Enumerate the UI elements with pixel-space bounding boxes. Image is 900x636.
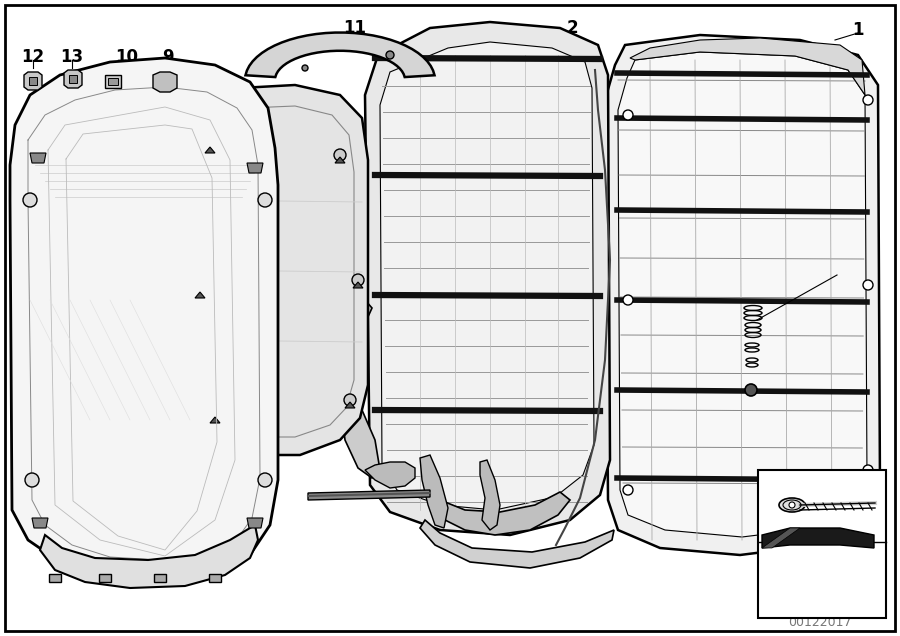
- Circle shape: [623, 110, 633, 120]
- Circle shape: [623, 485, 633, 495]
- Polygon shape: [353, 282, 363, 288]
- Ellipse shape: [779, 498, 805, 512]
- Polygon shape: [30, 153, 46, 163]
- Text: 13: 13: [60, 48, 84, 66]
- Bar: [209, 574, 221, 582]
- Text: 6: 6: [422, 501, 434, 519]
- Polygon shape: [195, 292, 205, 298]
- Polygon shape: [605, 35, 880, 555]
- Polygon shape: [153, 72, 177, 92]
- Text: 4: 4: [187, 568, 199, 586]
- Text: 5: 5: [193, 171, 203, 189]
- Polygon shape: [420, 520, 614, 568]
- Bar: [49, 574, 61, 582]
- Text: 10: 10: [115, 48, 139, 66]
- Polygon shape: [247, 163, 263, 173]
- Polygon shape: [420, 455, 448, 528]
- Text: 2: 2: [566, 19, 578, 37]
- Circle shape: [258, 473, 272, 487]
- Circle shape: [863, 280, 873, 290]
- Circle shape: [23, 193, 37, 207]
- Polygon shape: [24, 72, 42, 90]
- Circle shape: [863, 465, 873, 475]
- Polygon shape: [246, 32, 435, 77]
- Polygon shape: [762, 528, 874, 548]
- Circle shape: [789, 502, 795, 508]
- Text: 00122017: 00122017: [788, 616, 851, 628]
- Bar: [758, 470, 886, 618]
- Text: 9: 9: [162, 48, 174, 66]
- Polygon shape: [380, 42, 594, 510]
- Polygon shape: [247, 518, 263, 528]
- Polygon shape: [345, 402, 355, 408]
- Circle shape: [209, 409, 221, 421]
- Polygon shape: [64, 70, 82, 88]
- Polygon shape: [10, 58, 278, 578]
- Text: 7: 7: [866, 103, 878, 121]
- Circle shape: [352, 274, 364, 286]
- Text: 1: 1: [852, 21, 864, 39]
- Polygon shape: [618, 52, 867, 537]
- Polygon shape: [365, 462, 415, 488]
- Bar: [99, 574, 111, 582]
- Polygon shape: [762, 528, 800, 548]
- Circle shape: [194, 284, 206, 296]
- Text: 3: 3: [54, 196, 66, 214]
- Circle shape: [302, 65, 308, 71]
- Circle shape: [25, 473, 39, 487]
- Polygon shape: [69, 75, 77, 83]
- Polygon shape: [210, 417, 220, 423]
- Circle shape: [863, 95, 873, 105]
- Polygon shape: [40, 525, 258, 588]
- Polygon shape: [430, 492, 570, 535]
- Circle shape: [204, 139, 216, 151]
- Circle shape: [623, 295, 633, 305]
- Bar: [108, 78, 118, 85]
- Circle shape: [258, 193, 272, 207]
- Circle shape: [344, 394, 356, 406]
- Text: 11: 11: [344, 19, 366, 37]
- Polygon shape: [365, 22, 610, 535]
- Polygon shape: [180, 85, 368, 455]
- Polygon shape: [29, 77, 37, 85]
- Polygon shape: [335, 157, 345, 163]
- Bar: [105, 75, 121, 88]
- Circle shape: [334, 149, 346, 161]
- Polygon shape: [32, 518, 48, 528]
- Polygon shape: [308, 490, 430, 500]
- Polygon shape: [480, 460, 500, 530]
- Text: 8: 8: [834, 266, 846, 284]
- Circle shape: [386, 51, 394, 59]
- Polygon shape: [205, 147, 215, 153]
- Text: 12: 12: [22, 48, 45, 66]
- Bar: [154, 574, 166, 582]
- Polygon shape: [630, 38, 865, 95]
- Polygon shape: [340, 300, 380, 478]
- Circle shape: [745, 384, 757, 396]
